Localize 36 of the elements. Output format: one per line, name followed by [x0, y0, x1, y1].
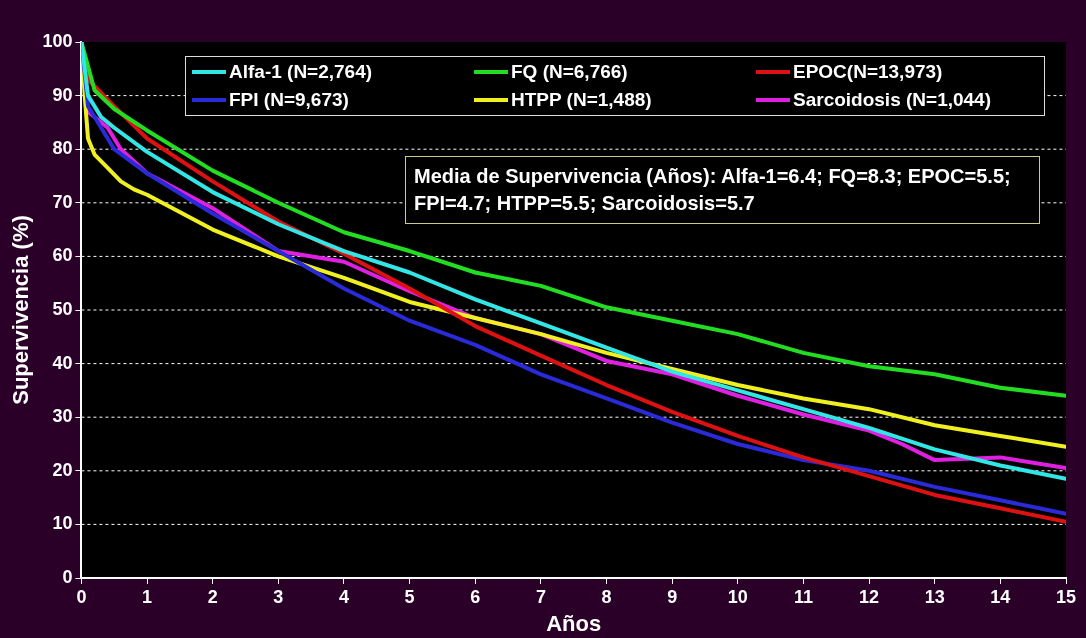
legend-label: FPI (N=9,673): [229, 89, 349, 111]
x-tick-label: 12: [859, 586, 880, 607]
x-tick-label: 11: [793, 586, 813, 607]
x-tick-label: 1: [142, 586, 153, 607]
x-tick-label: 3: [273, 586, 284, 607]
legend-label: Alfa-1 (N=2,764): [229, 61, 373, 83]
x-tick-label: 10: [727, 586, 748, 607]
x-tick-label: 5: [404, 586, 415, 607]
y-tick-label: 50: [52, 298, 73, 319]
legend-label: HTPP (N=1,488): [511, 89, 652, 111]
x-tick-label: 6: [470, 586, 481, 607]
y-tick-label: 70: [52, 191, 73, 212]
x-tick-label: 4: [338, 586, 349, 607]
y-tick-label: 80: [52, 138, 73, 159]
x-tick-label: 8: [601, 586, 612, 607]
y-tick-label: 10: [52, 513, 73, 534]
x-tick-label: 0: [76, 586, 87, 607]
y-tick-label: 20: [52, 459, 73, 480]
legend-label: FQ (N=6,766): [511, 61, 628, 83]
y-axis-title: Supervivencia (%): [8, 215, 34, 405]
y-tick-label: 0: [62, 566, 73, 587]
y-tick-label: 90: [52, 84, 73, 105]
x-tick-label: 13: [924, 586, 945, 607]
legend-label: Sarcoidosis (N=1,044): [793, 89, 992, 111]
x-axis-title: Años: [546, 610, 602, 636]
x-tick-label: 14: [990, 586, 1011, 607]
y-tick-label: 30: [52, 406, 73, 427]
legend-label: EPOC(N=13,973): [793, 61, 943, 83]
x-tick-label: 7: [535, 586, 546, 607]
annotation: Media de Supervivencia (Años): Alfa-1=6.4; FQ=8.3; EPOC=5.5; FPI=4.7; HTPP=5.5; Sarcoidosis=5.7: [405, 156, 1040, 224]
y-tick-label: 100: [42, 30, 73, 51]
y-tick-label: 40: [52, 352, 73, 373]
x-tick-label: 15: [1055, 586, 1077, 607]
x-tick-label: 9: [667, 586, 678, 607]
x-tick-label: 2: [207, 586, 218, 607]
y-tick-label: 60: [52, 245, 73, 266]
